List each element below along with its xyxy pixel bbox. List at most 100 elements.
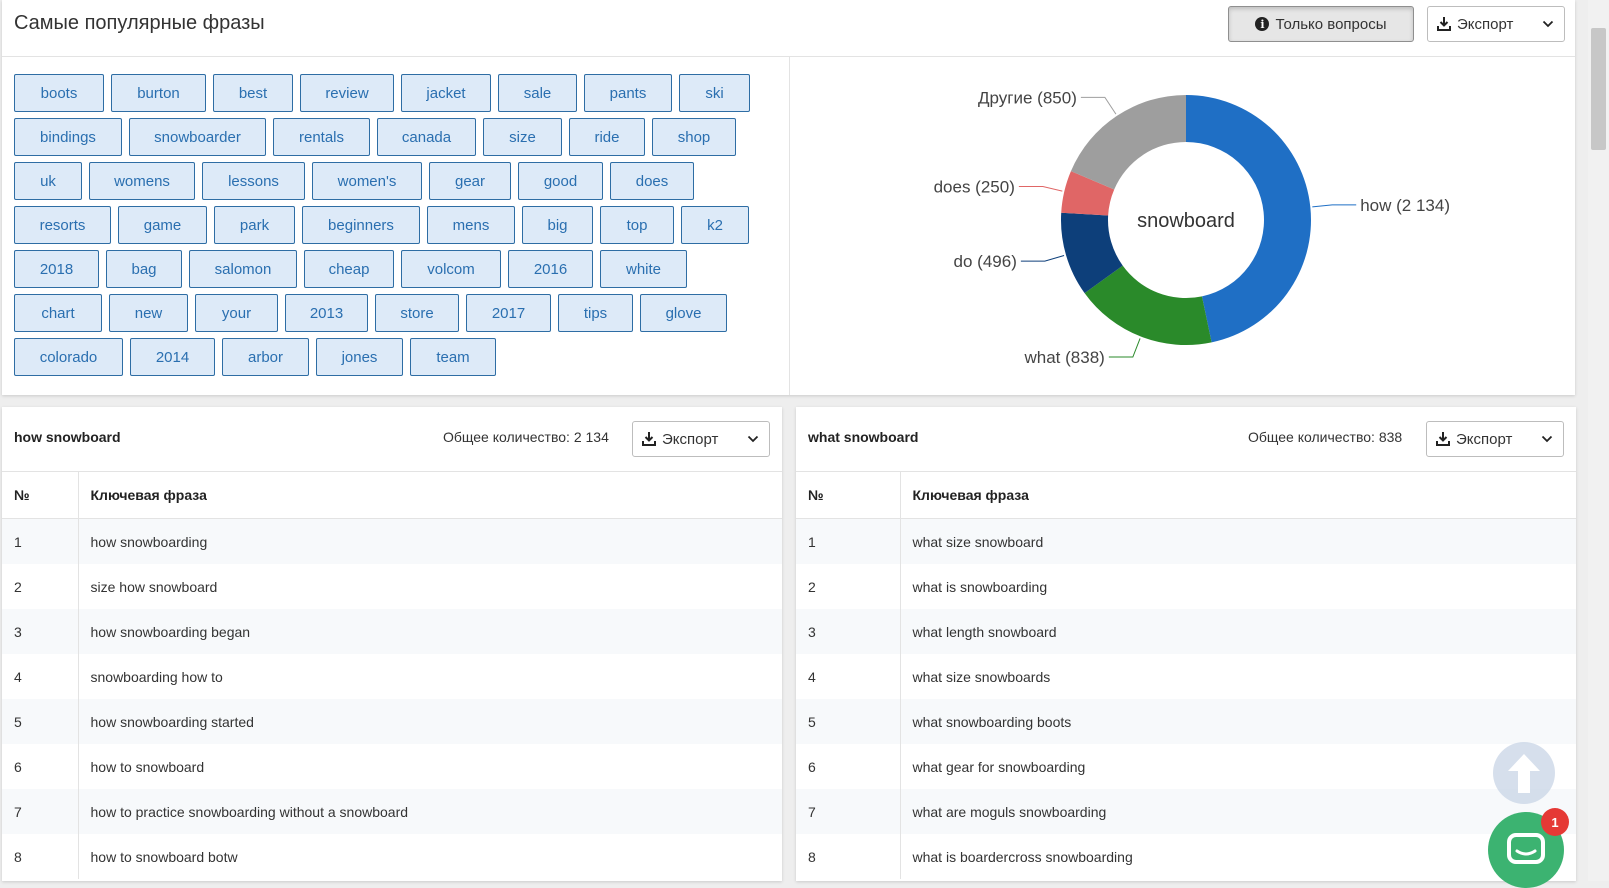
chart-slice-do[interactable] bbox=[1061, 212, 1123, 294]
tag-canada[interactable]: canada bbox=[377, 118, 476, 156]
table-row[interactable]: 6 what gear for snowboarding bbox=[796, 744, 1576, 789]
tag-2016[interactable]: 2016 bbox=[508, 250, 593, 288]
tag-review[interactable]: review bbox=[300, 74, 394, 112]
tag-lessons[interactable]: lessons bbox=[202, 162, 305, 200]
table-row[interactable]: 2 size how snowboard bbox=[2, 564, 782, 609]
tag-game[interactable]: game bbox=[118, 206, 207, 244]
chart-label-do: do (496) bbox=[954, 252, 1017, 271]
keyword-phrase[interactable]: how to practice snowboarding without a s… bbox=[78, 789, 782, 834]
tag-uk[interactable]: uk bbox=[14, 162, 82, 200]
tag-shop[interactable]: shop bbox=[652, 118, 736, 156]
export-button[interactable]: Экспорт bbox=[1427, 6, 1565, 42]
tag-ski[interactable]: ski bbox=[679, 74, 750, 112]
column-header-number[interactable]: № bbox=[796, 472, 901, 519]
keyword-phrase[interactable]: what gear for snowboarding bbox=[912, 758, 1086, 775]
keyword-phrase[interactable]: what is snowboarding bbox=[912, 578, 1048, 595]
tag-pants[interactable]: pants bbox=[584, 74, 672, 112]
tag-new[interactable]: new bbox=[109, 294, 188, 332]
tag-best[interactable]: best bbox=[213, 74, 293, 112]
keyword-phrase[interactable]: what length snowboard bbox=[900, 609, 1576, 654]
tag-park[interactable]: park bbox=[214, 206, 295, 244]
table-row[interactable]: 2 what is snowboarding bbox=[796, 564, 1576, 609]
tag-2017[interactable]: 2017 bbox=[466, 294, 551, 332]
tag-your[interactable]: your bbox=[195, 294, 278, 332]
tag-arbor[interactable]: arbor bbox=[222, 338, 309, 376]
tag-cheap[interactable]: cheap bbox=[304, 250, 394, 288]
tag-store[interactable]: store bbox=[375, 294, 459, 332]
tag-good[interactable]: good bbox=[518, 162, 603, 200]
tag-jacket[interactable]: jacket bbox=[401, 74, 491, 112]
tag-women-s[interactable]: women's bbox=[312, 162, 422, 200]
column-header-number[interactable]: № bbox=[2, 472, 79, 519]
table-row[interactable]: 4 snowboarding how to bbox=[2, 654, 782, 699]
only-questions-button[interactable]: i Только вопросы bbox=[1228, 6, 1414, 42]
keyword-phrase[interactable]: how to snowboard botw bbox=[90, 848, 238, 865]
keyword-phrase[interactable]: what snowboarding boots bbox=[900, 699, 1576, 744]
keyword-phrase[interactable]: how snowboarding started bbox=[78, 699, 782, 744]
tag-volcom[interactable]: volcom bbox=[401, 250, 501, 288]
table-row[interactable]: 4 what size snowboards bbox=[796, 654, 1576, 699]
tag-2014[interactable]: 2014 bbox=[130, 338, 215, 376]
tag-white[interactable]: white bbox=[600, 250, 687, 288]
tag-gear[interactable]: gear bbox=[429, 162, 511, 200]
scroll-to-top-button[interactable] bbox=[1493, 742, 1555, 804]
keyword-phrase[interactable]: what size snowboards bbox=[912, 668, 1051, 685]
table-row[interactable]: 3 what length snowboard bbox=[796, 609, 1576, 654]
tag-top[interactable]: top bbox=[600, 206, 674, 244]
page-scrollbar[interactable] bbox=[1588, 0, 1609, 881]
tag-snowboarder[interactable]: snowboarder bbox=[129, 118, 266, 156]
keyword-phrase[interactable]: what size snowboard bbox=[900, 518, 1576, 564]
table-row[interactable]: 7 how to practice snowboarding without a … bbox=[2, 789, 782, 834]
tag-2013[interactable]: 2013 bbox=[285, 294, 368, 332]
tag-resorts[interactable]: resorts bbox=[14, 206, 111, 244]
tag-beginners[interactable]: beginners bbox=[302, 206, 420, 244]
export-button[interactable]: Экспорт bbox=[1426, 421, 1564, 457]
tag-salomon[interactable]: salomon bbox=[189, 250, 297, 288]
table-row[interactable]: 7 what are moguls snowboarding bbox=[796, 789, 1576, 834]
export-button[interactable]: Экспорт bbox=[632, 421, 770, 457]
tag-womens[interactable]: womens bbox=[89, 162, 195, 200]
table-row[interactable]: 1 how snowboarding bbox=[2, 518, 782, 564]
table-row[interactable]: 1 what size snowboard bbox=[796, 518, 1576, 564]
chart-slice-другие[interactable] bbox=[1070, 95, 1186, 190]
table-row[interactable]: 3 how snowboarding began bbox=[2, 609, 782, 654]
chart-slice-how[interactable] bbox=[1186, 95, 1312, 343]
tag-ride[interactable]: ride bbox=[569, 118, 645, 156]
column-header-phrase[interactable]: Ключевая фраза bbox=[900, 472, 1576, 519]
chart-slice-what[interactable] bbox=[1084, 265, 1212, 346]
table-row[interactable]: 8 what is boardercross snowboarding bbox=[796, 834, 1576, 879]
tag-burton[interactable]: burton bbox=[111, 74, 206, 112]
tag-bindings[interactable]: bindings bbox=[14, 118, 122, 156]
keyword-phrase[interactable]: how snowboarding began bbox=[78, 609, 782, 654]
tag-does[interactable]: does bbox=[610, 162, 694, 200]
tag-2018[interactable]: 2018 bbox=[14, 250, 99, 288]
tag-bag[interactable]: bag bbox=[106, 250, 182, 288]
tag-team[interactable]: team bbox=[410, 338, 496, 376]
tag-rentals[interactable]: rentals bbox=[273, 118, 370, 156]
tag-glove[interactable]: glove bbox=[640, 294, 727, 332]
tag-sale[interactable]: sale bbox=[498, 74, 577, 112]
keyword-phrase[interactable]: snowboarding how to bbox=[90, 668, 223, 685]
table-row[interactable]: 5 how snowboarding started bbox=[2, 699, 782, 744]
tag-boots[interactable]: boots bbox=[14, 74, 104, 112]
keyword-phrase[interactable]: how snowboarding bbox=[78, 518, 782, 564]
scrollbar-thumb[interactable] bbox=[1591, 28, 1606, 150]
tag-colorado[interactable]: colorado bbox=[14, 338, 123, 376]
tag-mens[interactable]: mens bbox=[427, 206, 515, 244]
table-row[interactable]: 5 what snowboarding boots bbox=[796, 699, 1576, 744]
tag-chart[interactable]: chart bbox=[14, 294, 102, 332]
table-row[interactable]: 8 how to snowboard botw bbox=[2, 834, 782, 879]
tag-tips[interactable]: tips bbox=[558, 294, 633, 332]
table-row[interactable]: 6 how to snowboard bbox=[2, 744, 782, 789]
tag-big[interactable]: big bbox=[522, 206, 593, 244]
keyword-phrase[interactable]: what is boardercross snowboarding bbox=[912, 848, 1133, 865]
keyword-phrase[interactable]: size how snowboard bbox=[90, 578, 218, 595]
tag-size[interactable]: size bbox=[483, 118, 562, 156]
keyword-phrase[interactable]: what are moguls snowboarding bbox=[900, 789, 1576, 834]
tag-jones[interactable]: jones bbox=[316, 338, 403, 376]
chart-slice-does[interactable] bbox=[1061, 171, 1115, 216]
column-header-phrase[interactable]: Ключевая фраза bbox=[78, 472, 782, 519]
keyword-table: № Ключевая фраза 1 what size snowboard 2 wh… bbox=[796, 472, 1576, 879]
tag-k2[interactable]: k2 bbox=[681, 206, 749, 244]
keyword-phrase[interactable]: how to snowboard bbox=[90, 758, 205, 775]
